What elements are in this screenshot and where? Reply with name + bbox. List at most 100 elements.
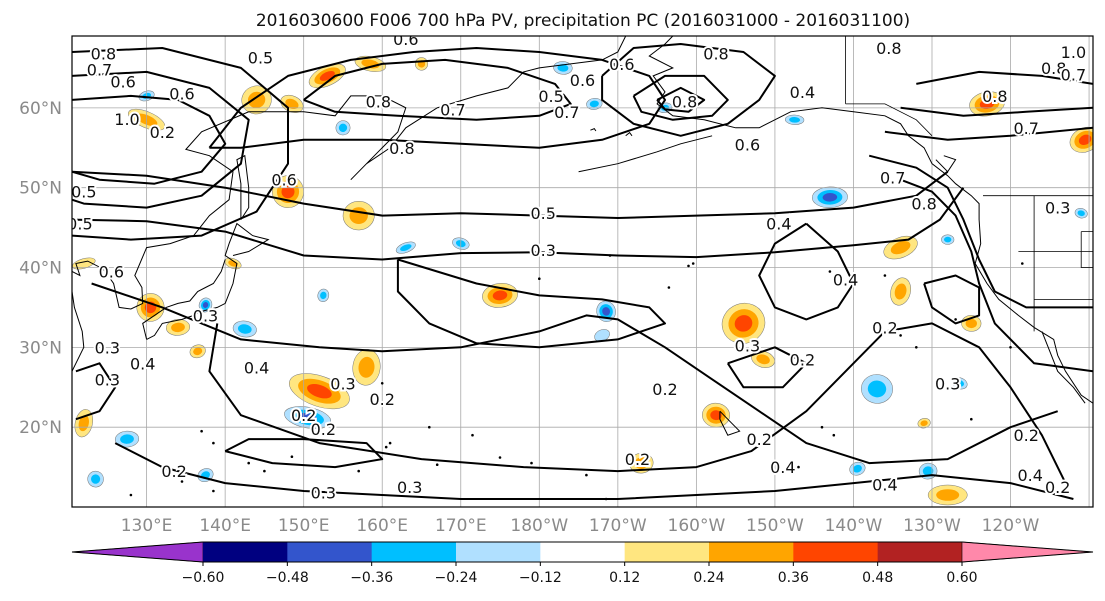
precip-anomaly [596,300,616,322]
contour-label: 0.8 [703,45,728,64]
precip-anomaly [280,94,304,113]
contour-label: 0.8 [366,93,391,112]
lon-tick-label: 130°E [121,516,173,536]
precip-anomaly [751,350,775,368]
colorbar-tick-label: −0.12 [519,570,562,586]
contour-label: 0.4 [833,271,858,290]
island [200,429,203,433]
contour-label: 0.7 [440,100,465,119]
coastline [648,36,1093,404]
colorbar-tick-label: 0.24 [693,570,724,586]
precip-anomaly-level [589,100,599,108]
pv-contour-line [72,94,227,185]
contour-label: 0.5 [67,215,92,234]
colorbar-segment [371,542,457,562]
coastline [236,154,250,220]
island [380,382,384,385]
precip-anomaly [629,452,654,474]
pv-contour-line [656,86,706,113]
precip-anomaly-level [492,290,508,301]
precip-anomaly [890,277,911,306]
contour-label: 0.6 [609,55,634,74]
contour-label: 0.3 [935,374,960,393]
colorbar-tick-label: −0.24 [435,570,478,586]
island [667,286,671,289]
contour-label: 0.7 [880,168,905,187]
precip-anomaly-level [120,434,134,444]
island [471,433,474,437]
island [384,445,388,449]
precip-anomaly [917,418,931,429]
contour-label: 0.6 [99,263,124,282]
precip-anomaly-level [319,70,335,81]
island [263,469,266,473]
contour-label: 0.4 [770,458,795,477]
precip-anomaly-level [1078,134,1092,145]
precip-anomaly-level [171,322,185,333]
chart-title: 2016030600 F006 700 hPa PV, precipitatio… [256,11,910,31]
contour-label: 0.2 [625,450,650,469]
contour-label: 0.7 [1061,65,1086,84]
precip-anomaly [272,175,304,208]
precip-anomaly-level [358,356,375,378]
lat-tick-label: 30°N [19,338,62,358]
precip-anomaly [165,319,191,336]
pv-contour-line [900,178,1093,373]
map-panel: 0.80.70.61.00.20.50.60.60.8 0.70.80.50.60… [67,30,1093,507]
pv-contour-line [208,322,1067,484]
political-border [845,103,933,137]
contour-label: 0.2 [872,318,897,337]
lon-tick-label: 130°W [903,516,961,536]
precip-anomaly [702,402,730,428]
precip-anomaly [308,63,346,89]
contour-label: 0.7 [1013,119,1038,138]
contour-label: 0.8 [911,195,936,214]
contour-label: 0.4 [1017,466,1042,485]
contour-label: 0.6 [393,30,418,49]
island [797,465,800,469]
contour-label: 1.0 [114,110,139,129]
precip-anomaly [861,374,893,404]
colorbar-tick-label: 0.12 [609,570,640,586]
island [290,455,294,459]
precip-anomaly [284,406,332,430]
contour-label: 0.8 [1041,59,1066,78]
contour-label: 0.8 [876,39,901,58]
colorbar-segment [793,542,879,562]
colorbar: −0.60 −0.48 −0.36 −0.24 −0.12 0.12 0.24 0.36 0.4… [71,541,1094,586]
precip-anomaly-level [281,185,295,199]
lon-tick-label: 150°E [278,516,330,536]
precip-anomaly-level [867,380,887,398]
contour-label: 0.2 [790,350,815,369]
pv-contour-line [303,58,572,121]
pv-contour-line [91,282,1059,465]
coastlines [72,36,1093,501]
pv-contour-line [632,74,729,121]
precip-anomaly [317,288,330,303]
island [883,274,887,277]
contour-label: 0.3 [1045,199,1070,218]
contour-label: 0.3 [735,337,760,356]
lon-tick-label: 140°E [199,516,251,536]
precip-anomaly-level [922,466,934,476]
contour-label: 0.3 [311,484,336,503]
pv-contour-line [72,70,250,209]
colorbar-segment [456,542,541,562]
contour-label: 0.2 [652,380,677,399]
precip-anomaly [114,430,140,448]
precip-anomaly-level [955,379,964,387]
island [832,433,836,437]
contour-label: 0.2 [291,406,316,425]
pv-contour-line [75,362,117,421]
contour-label: 0.6 [735,136,760,155]
colorbar-tick-label: 0.60 [946,570,977,586]
contour-label: 0.3 [95,370,120,389]
island [691,262,695,265]
colorbar-tick-label: 0.48 [862,570,893,586]
precip-anomaly-level [920,420,928,427]
contour-label: 0.2 [150,123,175,142]
island [828,270,832,273]
coastline [935,155,957,173]
island [212,441,215,445]
pv-contour-line [758,222,855,321]
